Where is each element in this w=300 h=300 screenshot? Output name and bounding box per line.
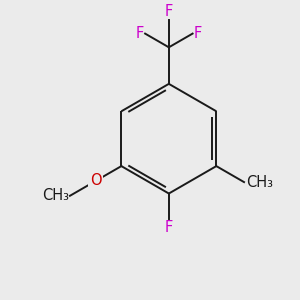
Text: F: F (165, 4, 173, 19)
Text: F: F (194, 26, 202, 41)
Text: CH₃: CH₃ (246, 175, 273, 190)
Text: O: O (90, 173, 101, 188)
Text: F: F (165, 220, 173, 235)
Text: F: F (136, 26, 144, 41)
Text: CH₃: CH₃ (42, 188, 69, 203)
